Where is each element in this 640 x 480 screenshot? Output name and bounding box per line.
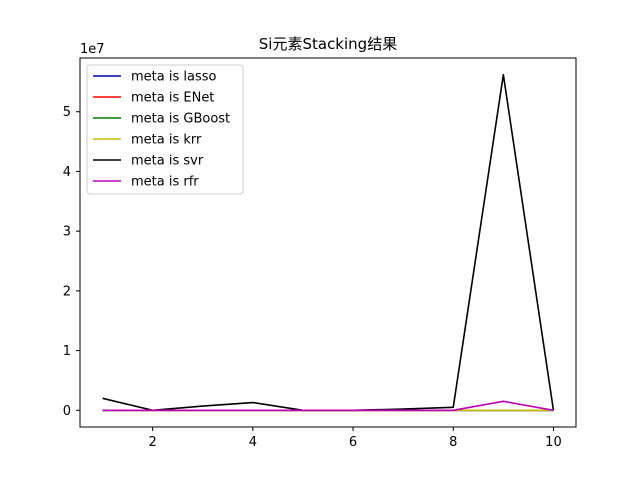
- x-tick-label: 8: [449, 435, 457, 450]
- legend-label: meta is krr: [131, 133, 202, 148]
- legend-label: meta is rfr: [131, 175, 199, 190]
- legend-label: meta is ENet: [131, 91, 214, 106]
- y-tick-label: 3: [63, 225, 71, 240]
- plot-frame: [79, 57, 577, 428]
- y-axis-offset-label: 1e7: [80, 42, 105, 57]
- plot-lines: [102, 73, 555, 412]
- legend-label: meta is GBoost: [131, 112, 230, 127]
- x-tick-label: 4: [249, 435, 257, 450]
- legend-label: meta is svr: [131, 154, 204, 169]
- series-line-6: [102, 400, 554, 412]
- x-tick-label: 10: [545, 435, 562, 450]
- axes: 2 4 6 8 10 0 1 2 3 4 5: [63, 57, 577, 450]
- chart-title: Si元素Stacking结果: [259, 35, 397, 53]
- y-tick-label: 2: [63, 284, 71, 299]
- x-tick-label: 2: [149, 435, 157, 450]
- y-tick-label: 1: [63, 344, 71, 359]
- y-tick-label: 0: [63, 404, 71, 419]
- y-tick-label: 5: [63, 105, 71, 120]
- legend-box: [86, 64, 244, 195]
- legend: meta is lasso meta is ENet meta is GBoost m…: [86, 64, 244, 195]
- y-tick-label: 4: [63, 165, 71, 180]
- x-tick-label: 6: [349, 435, 357, 450]
- legend-label: meta is lasso: [131, 70, 216, 85]
